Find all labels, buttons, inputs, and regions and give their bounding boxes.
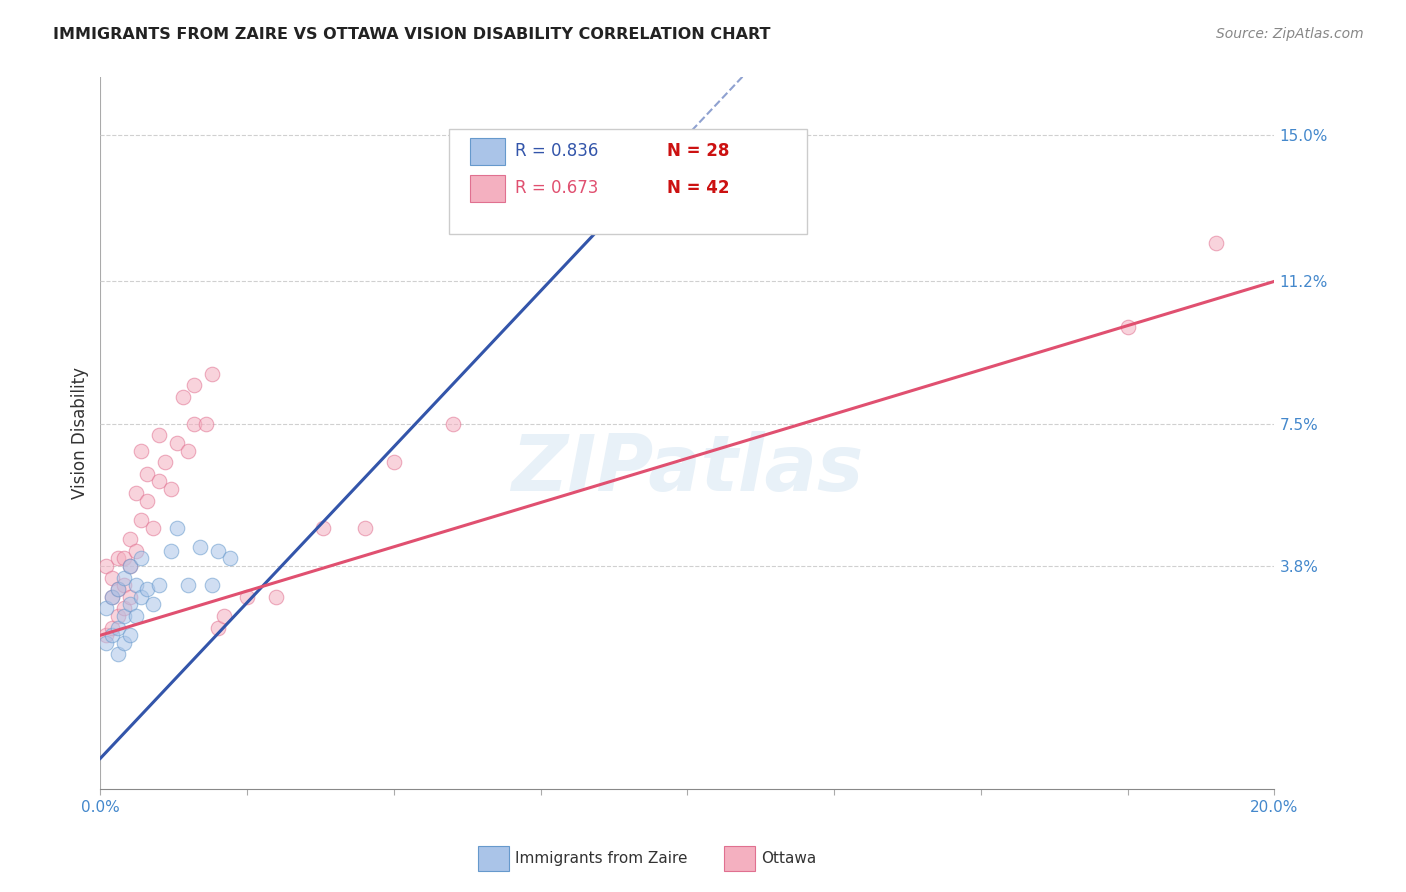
Point: [142, 520, 165, 534]
Text: ZIPatlas: ZIPatlas: [512, 431, 863, 507]
Point: [177, 578, 200, 592]
Point: [195, 417, 218, 431]
Point: [177, 443, 200, 458]
Point: [207, 621, 229, 635]
Bar: [470, 175, 505, 202]
Point: [1116, 320, 1139, 334]
Point: [353, 520, 375, 534]
Point: [136, 493, 159, 508]
Point: [218, 551, 240, 566]
Point: [112, 609, 135, 624]
Point: [312, 520, 335, 534]
Point: [201, 367, 224, 381]
Point: [112, 601, 135, 615]
Point: [131, 551, 153, 566]
Point: [142, 598, 165, 612]
Point: [118, 532, 141, 546]
Bar: [470, 138, 505, 165]
Point: [112, 578, 135, 592]
Point: [112, 636, 135, 650]
Point: [118, 590, 141, 604]
Text: R = 0.673: R = 0.673: [515, 179, 598, 197]
Point: [96, 601, 118, 615]
Point: [159, 543, 181, 558]
Point: [101, 628, 124, 642]
Point: [1205, 235, 1227, 250]
Point: [266, 590, 288, 604]
Point: [107, 551, 129, 566]
Point: [131, 590, 153, 604]
Text: Ottawa: Ottawa: [761, 851, 815, 865]
FancyBboxPatch shape: [449, 128, 807, 234]
Point: [172, 390, 194, 404]
Text: Source: ZipAtlas.com: Source: ZipAtlas.com: [1216, 27, 1364, 41]
Point: [166, 436, 188, 450]
Point: [96, 559, 118, 574]
Point: [159, 482, 181, 496]
Point: [441, 417, 464, 431]
Point: [131, 443, 153, 458]
Point: [96, 628, 118, 642]
Text: R = 0.836: R = 0.836: [515, 143, 598, 161]
Point: [96, 636, 118, 650]
Y-axis label: Vision Disability: Vision Disability: [72, 368, 89, 500]
Point: [101, 570, 124, 584]
Point: [201, 578, 224, 592]
Point: [101, 590, 124, 604]
Point: [101, 621, 124, 635]
Point: [118, 559, 141, 574]
Text: IMMIGRANTS FROM ZAIRE VS OTTAWA VISION DISABILITY CORRELATION CHART: IMMIGRANTS FROM ZAIRE VS OTTAWA VISION D…: [53, 27, 770, 42]
Point: [131, 513, 153, 527]
Point: [118, 598, 141, 612]
Point: [236, 590, 259, 604]
Point: [124, 609, 146, 624]
Point: [148, 428, 170, 442]
Point: [183, 417, 205, 431]
Point: [148, 475, 170, 489]
Point: [107, 582, 129, 596]
Point: [136, 582, 159, 596]
Text: Immigrants from Zaire: Immigrants from Zaire: [515, 851, 688, 865]
Point: [118, 559, 141, 574]
Point: [118, 628, 141, 642]
Point: [166, 520, 188, 534]
Point: [124, 543, 146, 558]
Point: [188, 540, 211, 554]
Point: [124, 486, 146, 500]
Point: [107, 621, 129, 635]
Point: [136, 467, 159, 481]
Point: [148, 578, 170, 592]
Text: N = 28: N = 28: [668, 143, 730, 161]
Point: [112, 551, 135, 566]
Text: N = 42: N = 42: [668, 179, 730, 197]
Point: [382, 455, 405, 469]
Point: [101, 590, 124, 604]
Point: [207, 543, 229, 558]
Point: [212, 609, 235, 624]
Point: [107, 648, 129, 662]
Point: [124, 578, 146, 592]
Point: [107, 582, 129, 596]
Point: [636, 167, 658, 181]
Point: [183, 378, 205, 392]
Point: [112, 570, 135, 584]
Point: [153, 455, 176, 469]
Point: [107, 609, 129, 624]
